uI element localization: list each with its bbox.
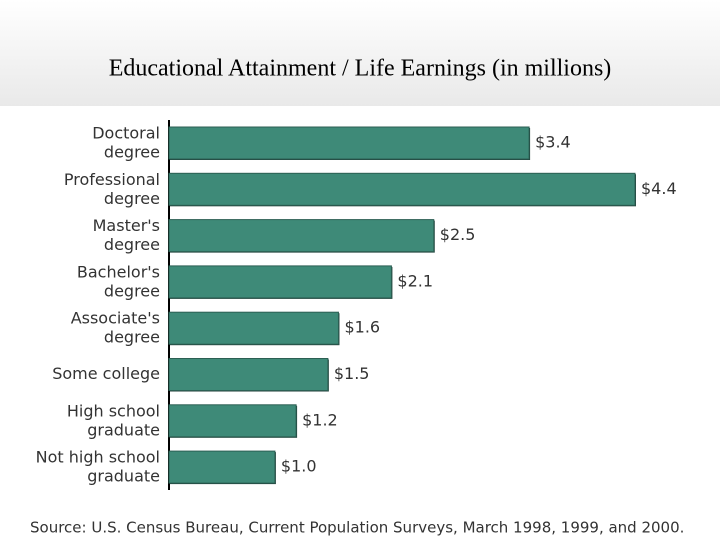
y-tick-label: Professional degree (64, 169, 160, 207)
value-label: $2.1 (397, 271, 433, 290)
bar (168, 404, 297, 438)
y-tick-label: Not high school graduate (36, 447, 160, 485)
value-label: $1.6 (344, 318, 380, 337)
y-tick-label: Some college (52, 364, 160, 383)
y-tick-label: Bachelor's degree (77, 262, 160, 300)
y-tick-label: Master's degree (93, 216, 160, 254)
y-tick-label: Doctoral degree (92, 123, 160, 161)
value-label: $2.5 (440, 225, 476, 244)
value-label: $1.5 (334, 364, 370, 383)
bar (168, 126, 530, 160)
value-label: $1.2 (302, 410, 338, 429)
bar (168, 311, 339, 345)
header-band (0, 0, 720, 106)
source-note: Source: U.S. Census Bureau, Current Popu… (30, 519, 684, 537)
value-label: $3.4 (535, 133, 571, 152)
value-label: $4.4 (641, 179, 677, 198)
bar (168, 219, 435, 253)
bar (168, 172, 636, 206)
value-label: $1.0 (281, 457, 317, 476)
y-tick-label: High school graduate (67, 401, 160, 439)
bar (168, 358, 329, 391)
chart-title: Educational Attainment / Life Earnings (… (109, 56, 612, 82)
bar (168, 450, 276, 484)
y-tick-label: Associate's degree (71, 308, 160, 346)
bar (168, 265, 392, 299)
